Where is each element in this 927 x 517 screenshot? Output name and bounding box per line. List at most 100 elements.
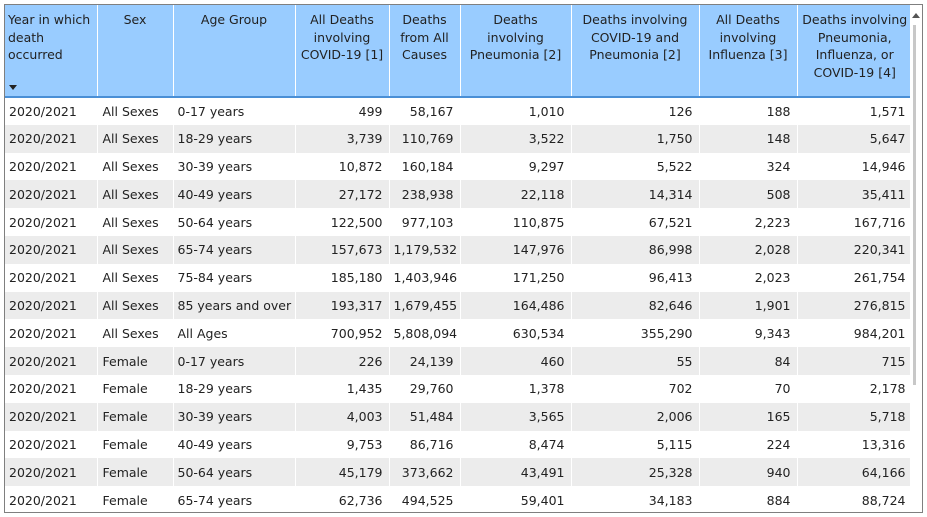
vertical-scrollbar[interactable] (910, 5, 922, 512)
cell-covid-pneumonia-column: 96,413 (571, 263, 700, 292)
header-pneumonia-deaths-column[interactable]: Deaths involving Pneumonia [2] (460, 5, 572, 97)
cell-covid-pneumonia-column: 67,521 (571, 208, 700, 236)
cell-influenza-deaths-column: 884 (699, 486, 798, 512)
header-label-line: death (8, 29, 45, 45)
cell-covid-deaths-column: 62,736 (295, 486, 390, 512)
table-row[interactable]: 2020/2021 All Sexes 18-29 years 3,739 110,76… (5, 124, 913, 153)
cell-year-column: 2020/2021 (5, 430, 98, 459)
table-row[interactable]: 2020/2021 All Sexes 50-64 years 122,500 977,… (5, 208, 913, 236)
cell-pic-deaths-column: 64,166 (797, 458, 913, 487)
table-row[interactable]: 2020/2021 All Sexes 85 years and over 193,3… (5, 291, 913, 320)
chevron-up-icon[interactable] (912, 13, 920, 18)
cell-all-causes-column: 1,179,532 (389, 235, 461, 264)
cell-pic-deaths-column: 220,341 (797, 235, 913, 264)
header-label-line: Deaths involving (487, 12, 544, 45)
header-label-line: Deaths involving (582, 12, 688, 27)
table-row[interactable]: 2020/2021 Female 18-29 years 1,435 29,760 1,3… (5, 374, 913, 403)
cell-sex-column: All Sexes (97, 124, 174, 153)
cell-all-causes-column: 29,760 (389, 374, 461, 403)
cell-pic-deaths-column: 14,946 (797, 152, 913, 181)
cell-all-causes-column: 24,139 (389, 347, 461, 375)
table-row[interactable]: 2020/2021 All Sexes 40-49 years 27,172 238,9… (5, 180, 913, 209)
cell-all-causes-column: 238,938 (389, 180, 461, 209)
cell-influenza-deaths-column: 84 (699, 347, 798, 375)
cell-covid-deaths-column: 3,739 (295, 124, 390, 153)
cell-age-group-column: 30-39 years (173, 152, 296, 181)
header-label-line: All Deaths (716, 12, 780, 27)
cell-covid-deaths-column: 226 (295, 347, 390, 375)
header-label-line: Deaths (402, 12, 447, 27)
header-pic-deaths-column[interactable]: Deaths involving Pneumonia, Influenza, or C… (797, 5, 912, 97)
cell-age-group-column: 65-74 years (173, 486, 296, 512)
cell-pic-deaths-column: 88,724 (797, 486, 913, 512)
header-age-group-column[interactable]: Age Group (173, 5, 296, 97)
cell-year-column: 2020/2021 (5, 347, 98, 375)
cell-age-group-column: 50-64 years (173, 458, 296, 487)
header-label-line: involving (719, 29, 777, 45)
cell-pneumonia-deaths-column: 59,401 (460, 486, 572, 512)
header-label-line: Deaths involving (802, 12, 908, 27)
header-all-causes-column[interactable]: Deaths from All Causes (389, 5, 461, 97)
scrollbar-thumb[interactable] (913, 25, 916, 385)
cell-pic-deaths-column: 13,316 (797, 430, 913, 459)
cell-year-column: 2020/2021 (5, 124, 98, 153)
cell-all-causes-column: 86,716 (389, 430, 461, 459)
cell-sex-column: All Sexes (97, 152, 174, 181)
cell-sex-column: All Sexes (97, 319, 174, 348)
cell-covid-deaths-column: 499 (295, 97, 390, 125)
table-row[interactable]: 2020/2021 All Sexes 0-17 years 499 58,167 1,0… (5, 97, 913, 125)
cell-covid-deaths-column: 1,435 (295, 374, 390, 403)
cell-sex-column: All Sexes (97, 97, 174, 125)
header-covid-deaths-column[interactable]: All Deaths involving COVID-19 [1] (295, 5, 390, 97)
header-sex-column[interactable]: Sex (97, 5, 174, 97)
cell-influenza-deaths-column: 508 (699, 180, 798, 209)
cell-year-column: 2020/2021 (5, 263, 98, 292)
cell-covid-pneumonia-column: 2,006 (571, 402, 700, 431)
header-influenza-deaths-column[interactable]: All Deaths involving Influenza [3] (699, 5, 798, 97)
cell-influenza-deaths-column: 2,023 (699, 263, 798, 292)
header-row: Year in which death occurred Sex Age Group Al… (5, 5, 912, 97)
cell-all-causes-column: 51,484 (389, 402, 461, 431)
header-label-line: Influenza, or (815, 47, 894, 62)
cell-all-causes-column: 373,662 (389, 458, 461, 487)
table-row[interactable]: 2020/2021 Female 30-39 years 4,003 51,484 3,5… (5, 402, 913, 431)
cell-pneumonia-deaths-column: 3,565 (460, 402, 572, 431)
cell-covid-deaths-column: 193,317 (295, 291, 390, 320)
cell-all-causes-column: 110,769 (389, 124, 461, 153)
data-table-frame: Year in which death occurred Sex Age Group Al… (4, 4, 923, 513)
cell-covid-pneumonia-column: 55 (571, 347, 700, 375)
cell-age-group-column: 30-39 years (173, 402, 296, 431)
cell-influenza-deaths-column: 165 (699, 402, 798, 431)
cell-pneumonia-deaths-column: 460 (460, 347, 572, 375)
cell-pneumonia-deaths-column: 1,010 (460, 97, 572, 125)
table-row[interactable]: 2020/2021 All Sexes 65-74 years 157,673 1,17… (5, 235, 913, 264)
table-body: 2020/2021 All Sexes 0-17 years 499 58,167 1,0… (5, 97, 913, 512)
header-label-line: Pneumonia, (817, 29, 892, 45)
table-row[interactable]: 2020/2021 Female 50-64 years 45,179 373,662 4… (5, 458, 913, 487)
table-row[interactable]: 2020/2021 All Sexes 75-84 years 185,180 1,40… (5, 263, 913, 292)
sort-down-icon[interactable] (9, 85, 17, 90)
cell-sex-column: Female (97, 402, 174, 431)
cell-age-group-column: 0-17 years (173, 97, 296, 125)
table-row[interactable]: 2020/2021 Female 40-49 years 9,753 86,716 8,4… (5, 430, 913, 459)
table-row[interactable]: 2020/2021 All Sexes 30-39 years 10,872 160,1… (5, 152, 913, 181)
table-row[interactable]: 2020/2021 Female 65-74 years 62,736 494,525 5… (5, 486, 913, 512)
header-label-line: involving (313, 29, 371, 45)
cell-covid-pneumonia-column: 1,750 (571, 124, 700, 153)
cell-sex-column: Female (97, 458, 174, 487)
cell-pneumonia-deaths-column: 164,486 (460, 291, 572, 320)
header-year-column[interactable]: Year in which death occurred (5, 5, 98, 97)
cell-influenza-deaths-column: 9,343 (699, 319, 798, 348)
cell-influenza-deaths-column: 940 (699, 458, 798, 487)
table-row[interactable]: 2020/2021 Female 0-17 years 226 24,139 460 55 8… (5, 347, 913, 375)
header-covid-pneumonia-column[interactable]: Deaths involving COVID-19 and Pneumonia [2… (571, 5, 700, 97)
header-label-line: Pneumonia [2] (469, 47, 562, 62)
cell-year-column: 2020/2021 (5, 235, 98, 264)
cell-year-column: 2020/2021 (5, 152, 98, 181)
table-row[interactable]: 2020/2021 All Sexes All Ages 700,952 5,808,0… (5, 319, 913, 348)
cell-all-causes-column: 1,679,455 (389, 291, 461, 320)
header-label-line: Year in which (8, 12, 91, 27)
cell-pneumonia-deaths-column: 630,534 (460, 319, 572, 348)
cell-pneumonia-deaths-column: 8,474 (460, 430, 572, 459)
cell-influenza-deaths-column: 2,223 (699, 208, 798, 236)
